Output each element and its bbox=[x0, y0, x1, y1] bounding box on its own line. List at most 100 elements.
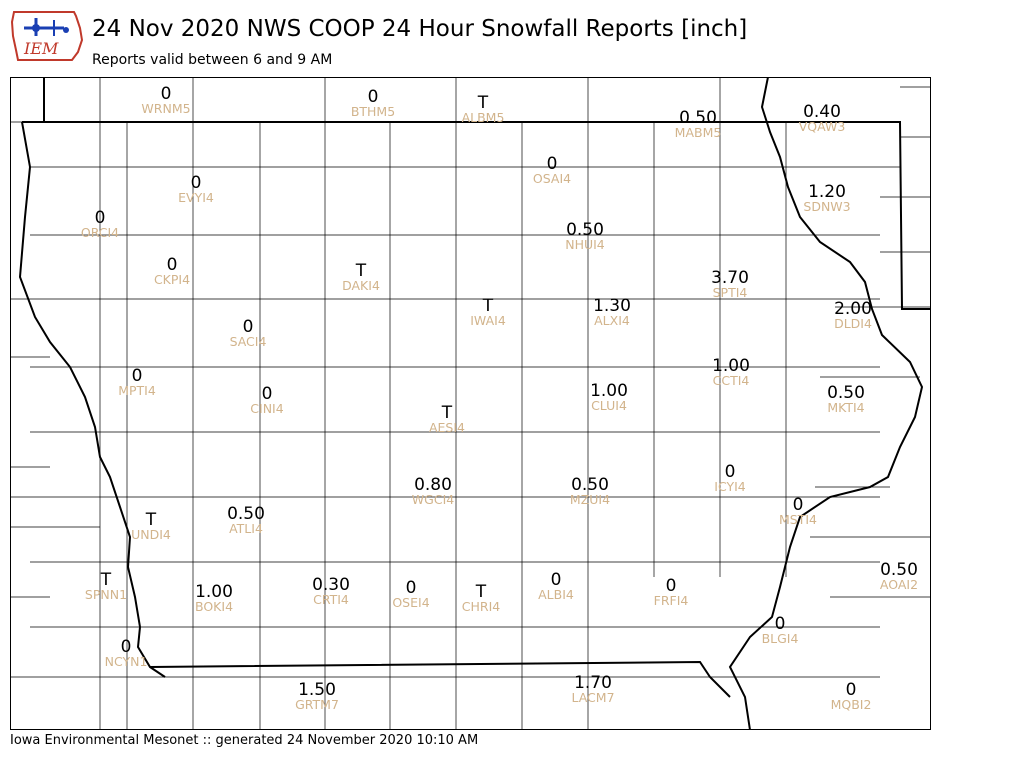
station-id: LACM7 bbox=[571, 690, 615, 705]
station-value: 1.20 bbox=[808, 182, 846, 202]
station-id: FRFI4 bbox=[653, 593, 689, 608]
station-mkti4: 0.50 MKTI4 bbox=[827, 383, 865, 415]
station-value: T bbox=[145, 510, 157, 530]
station-id: SPNN1 bbox=[84, 587, 128, 602]
station-value: 1.00 bbox=[590, 381, 628, 401]
station-value: 0 bbox=[546, 154, 558, 174]
station-id: BTHM5 bbox=[350, 104, 396, 119]
station-albm5: T ALBM5 bbox=[462, 93, 505, 125]
station-value: 0 bbox=[845, 680, 857, 700]
station-value: 0 bbox=[190, 173, 202, 193]
station-daki4: T DAKI4 bbox=[342, 261, 380, 293]
station-id: MKTI4 bbox=[827, 400, 865, 415]
missouri-river-border bbox=[18, 121, 166, 678]
station-id: WGCI4 bbox=[411, 492, 455, 507]
station-id: ICYI4 bbox=[714, 479, 746, 494]
station-aoai2: 0.50 AOAI2 bbox=[880, 560, 918, 592]
station-value: 0 bbox=[405, 578, 417, 598]
station-value: T bbox=[441, 403, 453, 423]
station-mzui4: 0.50 MZUI4 bbox=[570, 475, 610, 507]
iowa-county-map bbox=[10, 77, 931, 730]
footer-credit: Iowa Environmental Mesonet :: generated … bbox=[10, 733, 479, 748]
station-id: BOKI4 bbox=[194, 599, 234, 614]
station-value: 0 bbox=[665, 576, 677, 596]
station-value: 0 bbox=[367, 87, 379, 107]
station-value: 0.50 bbox=[827, 383, 865, 403]
station-value: 0 bbox=[774, 614, 786, 634]
station-value: 0 bbox=[724, 462, 736, 482]
station-osei4: 0 OSEI4 bbox=[392, 578, 429, 610]
station-value: 0 bbox=[94, 208, 106, 228]
map-frame bbox=[10, 77, 931, 730]
station-id: ALBI4 bbox=[538, 587, 574, 602]
station-iwai4: T IWAI4 bbox=[470, 296, 506, 328]
mississippi-river-border bbox=[728, 77, 924, 730]
iem-logo: IEM bbox=[10, 6, 84, 64]
station-atli4: 0.50 ATLI4 bbox=[227, 504, 265, 536]
station-value: T bbox=[477, 93, 489, 113]
station-value: 0.50 bbox=[880, 560, 918, 580]
station-sdnw3: 1.20 SDNW3 bbox=[803, 182, 850, 214]
station-id: CLUI4 bbox=[591, 398, 627, 413]
station-evyi4: 0 EVYI4 bbox=[178, 173, 214, 205]
station-value: 0.40 bbox=[803, 102, 841, 122]
station-msti4: 0 MSTI4 bbox=[779, 495, 817, 527]
station-id: CHRI4 bbox=[461, 599, 501, 614]
station-value: 0 bbox=[261, 384, 273, 404]
station-value: 0.30 bbox=[312, 575, 350, 595]
station-spti4: 3.70 SPTI4 bbox=[711, 268, 749, 300]
map-subtitle: Reports valid between 6 and 9 AM bbox=[92, 52, 333, 68]
svg-text:IEM: IEM bbox=[23, 39, 59, 58]
station-id: CKPI4 bbox=[153, 272, 191, 287]
mn-wi-border bbox=[22, 121, 931, 310]
station-value: 0 bbox=[166, 255, 178, 275]
station-mabm5: 0.50 MABM5 bbox=[675, 108, 722, 140]
station-id: AOAI2 bbox=[879, 577, 919, 592]
station-value: 0 bbox=[120, 637, 132, 657]
station-id: NCYN1 bbox=[104, 654, 148, 669]
state-borders bbox=[18, 77, 931, 730]
station-osai4: 0 OSAI4 bbox=[533, 154, 571, 186]
station-value: T bbox=[100, 570, 112, 590]
station-id: SACI4 bbox=[229, 334, 267, 349]
station-saci4: 0 SACI4 bbox=[230, 317, 267, 349]
station-id: SDNW3 bbox=[803, 199, 851, 214]
station-value: 0.50 bbox=[566, 220, 604, 240]
station-id: MABM5 bbox=[674, 125, 722, 140]
station-chri4: T CHRI4 bbox=[462, 582, 500, 614]
station-id: IWAI4 bbox=[470, 313, 506, 328]
station-id: CCTI4 bbox=[712, 373, 750, 388]
station-ccti4: 1.00 CCTI4 bbox=[712, 356, 750, 388]
station-value: T bbox=[475, 582, 487, 602]
station-id: GRTM7 bbox=[295, 697, 339, 712]
station-value: 0.50 bbox=[679, 108, 717, 128]
station-boki4: 1.00 BOKI4 bbox=[195, 582, 233, 614]
station-albi4: 0 ALBI4 bbox=[538, 570, 574, 602]
station-wrnm5: 0 WRNM5 bbox=[141, 84, 190, 116]
station-grtm7: 1.50 GRTM7 bbox=[295, 680, 339, 712]
station-value: 0.50 bbox=[227, 504, 265, 524]
station-value: 0.50 bbox=[571, 475, 609, 495]
station-wgci4: 0.80 WGCI4 bbox=[412, 475, 454, 507]
ia-mo-border bbox=[149, 660, 731, 698]
station-clui4: 1.00 CLUI4 bbox=[590, 381, 628, 413]
station-value: 0 bbox=[160, 84, 172, 104]
station-id: ATLI4 bbox=[229, 521, 263, 536]
station-value: T bbox=[355, 261, 367, 281]
station-id: OSEI4 bbox=[392, 595, 430, 610]
station-crti4: 0.30 CRTI4 bbox=[312, 575, 350, 607]
station-id: WRNM5 bbox=[141, 101, 191, 116]
iowa-outline-logo-icon: IEM bbox=[10, 11, 84, 61]
station-id: ORCI4 bbox=[80, 225, 120, 240]
station-aesi4: T AESI4 bbox=[429, 403, 465, 435]
station-undi4: T UNDI4 bbox=[131, 510, 171, 542]
station-frfi4: 0 FRFI4 bbox=[654, 576, 689, 608]
station-id: SPTI4 bbox=[712, 285, 748, 300]
station-value: 1.50 bbox=[298, 680, 336, 700]
station-alxi4: 1.30 ALXI4 bbox=[593, 296, 631, 328]
station-lacm7: 1.70 LACM7 bbox=[571, 673, 614, 705]
station-blgi4: 0 BLGI4 bbox=[762, 614, 799, 646]
station-cini4: 0 CINI4 bbox=[250, 384, 283, 416]
station-id: AESI4 bbox=[428, 420, 466, 435]
station-id: UNDI4 bbox=[131, 527, 171, 542]
